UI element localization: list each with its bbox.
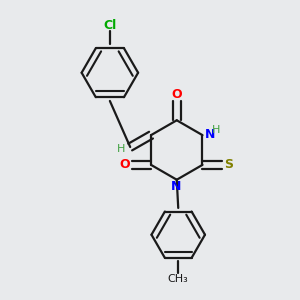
Text: CH₃: CH₃ (168, 274, 189, 284)
Text: O: O (171, 88, 182, 101)
Text: S: S (224, 158, 233, 171)
Text: H: H (212, 125, 220, 135)
Text: Cl: Cl (103, 19, 116, 32)
Text: N: N (205, 128, 215, 141)
Text: O: O (120, 158, 130, 171)
Text: N: N (171, 180, 181, 193)
Text: H: H (116, 144, 125, 154)
